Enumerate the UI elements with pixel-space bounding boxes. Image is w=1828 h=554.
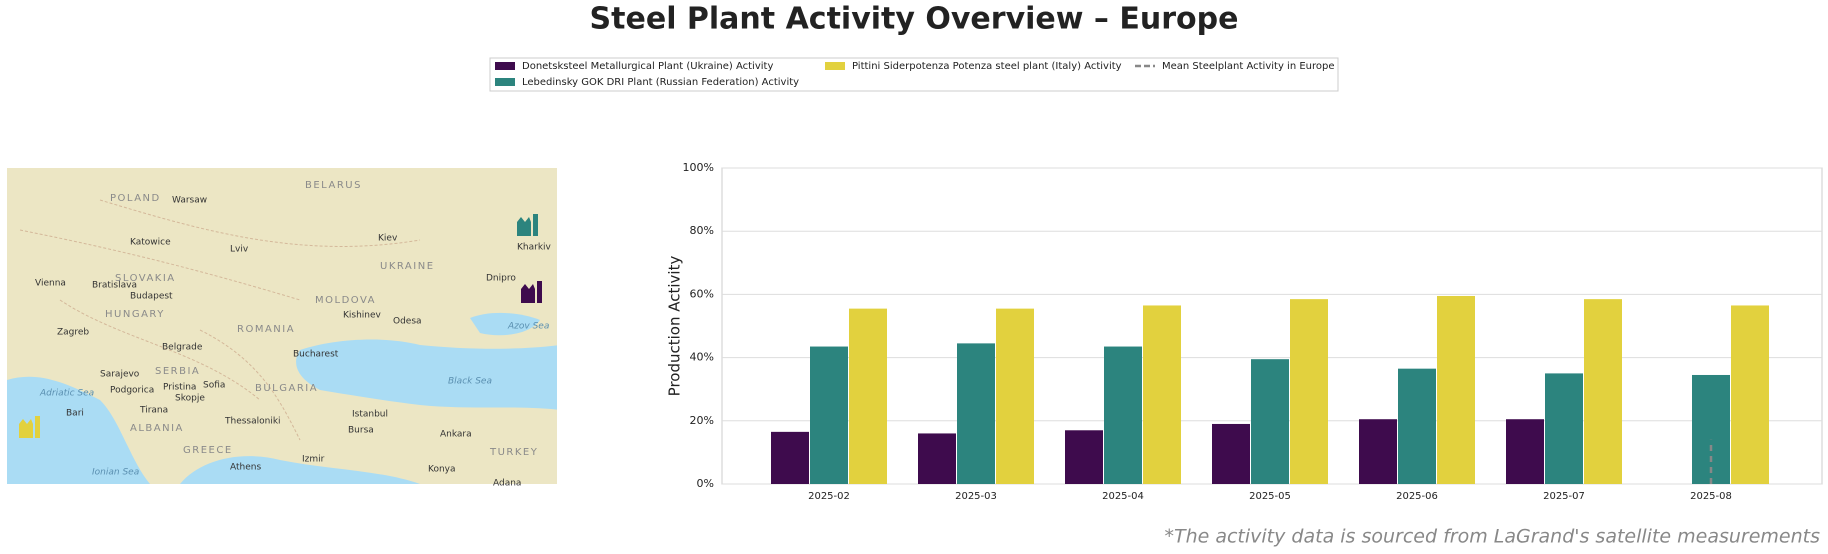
- map-label: ALBANIA: [130, 423, 184, 434]
- bar: [1398, 368, 1436, 484]
- map-label: Thessaloniki: [224, 417, 281, 427]
- bar: [1731, 305, 1769, 484]
- bar: [1545, 373, 1583, 484]
- map-label: MOLDOVA: [315, 295, 376, 306]
- map-label: UKRAINE: [380, 261, 435, 272]
- bar: [1359, 419, 1397, 484]
- legend-swatch: [495, 62, 515, 70]
- bar: [1212, 423, 1250, 484]
- legend-box: [489, 57, 1339, 92]
- map-label: Odesa: [393, 317, 422, 327]
- y-tick-label: 40%: [690, 351, 714, 364]
- map-label: Sofia: [203, 381, 225, 391]
- map-label: Dnipro: [486, 274, 516, 284]
- bar: [1437, 295, 1475, 484]
- x-tick-label: 2025-05: [1249, 491, 1291, 502]
- chart-title: Steel Plant Activity Overview – Europe: [590, 2, 1239, 37]
- map-label: HUNGARY: [105, 309, 165, 320]
- legend-label: Mean Steelplant Activity in Europe: [1162, 61, 1335, 72]
- map-label: Pristina: [163, 383, 196, 393]
- map-label: Athens: [230, 463, 261, 473]
- map-label: Katowice: [130, 238, 171, 248]
- footnote: *The activity data is sourced from LaGra…: [1164, 526, 1820, 548]
- bar: [1065, 430, 1103, 484]
- map-label: Kharkiv: [517, 243, 552, 253]
- x-tick-label: 2025-02: [808, 491, 850, 502]
- plant-icon-lebedinsky: [517, 214, 538, 236]
- x-tick-label: 2025-08: [1690, 491, 1732, 502]
- y-tick-label: 100%: [683, 161, 714, 174]
- map-label: Skopje: [175, 394, 205, 404]
- map: POLAND Warsaw BELARUS Katowice Lviv Kiev Khark…: [7, 168, 557, 489]
- legend-label: Donetsksteel Metallurgical Plant (Ukrain…: [522, 61, 773, 72]
- plant-icon-donetsk: [521, 281, 542, 303]
- map-label: POLAND: [110, 193, 161, 204]
- bar: [957, 343, 995, 484]
- map-label: Adriatic Sea: [39, 389, 94, 399]
- map-azov-sea: [470, 312, 540, 336]
- map-label: Bucharest: [293, 350, 339, 360]
- y-tick-label: 60%: [690, 287, 714, 300]
- map-label: BULGARIA: [255, 383, 318, 394]
- bar: [1584, 299, 1622, 484]
- map-borders: [19, 199, 421, 441]
- bar: [1143, 305, 1181, 484]
- map-aegean-sea: [180, 456, 420, 484]
- map-label: Vienna: [35, 279, 66, 289]
- x-tick-label: 2025-03: [955, 491, 997, 502]
- bar: [849, 308, 887, 484]
- map-label: Ankara: [440, 430, 472, 440]
- map-label: Belgrade: [162, 343, 203, 353]
- map-label: Podgorica: [110, 386, 154, 396]
- plant-icon-pittini: [19, 416, 40, 438]
- legend-label: Lebedinsky GOK DRI Plant (Russian Federa…: [522, 77, 799, 88]
- map-label: Tirana: [139, 406, 168, 416]
- map-label: Black Sea: [448, 377, 492, 387]
- legend-label: Pittini Siderpotenza Potenza steel plant…: [852, 61, 1122, 72]
- map-label: Izmir: [302, 455, 325, 465]
- map-label: Konya: [428, 465, 456, 475]
- bar: [1251, 359, 1289, 484]
- map-label: Sarajevo: [100, 370, 140, 380]
- bar: [1506, 419, 1544, 484]
- map-label: TURKEY: [489, 447, 538, 458]
- bar: [1290, 299, 1328, 484]
- bar: [810, 346, 848, 484]
- y-tick-label: 80%: [690, 224, 714, 237]
- map-label: GREECE: [183, 445, 233, 456]
- legend-swatch: [825, 62, 845, 70]
- map-label: Warsaw: [172, 196, 207, 206]
- map-adriatic-sea: [7, 376, 150, 484]
- bar: [1692, 374, 1730, 484]
- x-tick-label: 2025-07: [1543, 491, 1585, 502]
- bar: [771, 431, 809, 484]
- bar: [918, 433, 956, 484]
- y-tick-label: 0%: [697, 477, 714, 490]
- map-label: Kishinev: [343, 311, 382, 321]
- map-label: SERBIA: [155, 366, 200, 377]
- map-label: Bari: [66, 409, 84, 419]
- map-label: Istanbul: [352, 410, 388, 420]
- map-label: Ionian Sea: [92, 468, 139, 478]
- map-label: Bursa: [348, 426, 374, 436]
- map-label: Azov Sea: [507, 322, 549, 332]
- bar: [1104, 346, 1142, 484]
- map-label: Adana: [493, 479, 521, 489]
- map-label: SLOVAKIA: [115, 273, 176, 284]
- map-black-sea: [296, 339, 557, 410]
- legend-swatch: [495, 78, 515, 86]
- y-axis-label: Production Activity: [666, 256, 684, 397]
- map-label: ROMANIA: [237, 324, 295, 335]
- y-tick-label: 20%: [690, 414, 714, 427]
- map-label: Zagreb: [57, 328, 89, 338]
- map-label: BELARUS: [305, 180, 362, 191]
- map-label: Bratislava: [92, 281, 137, 291]
- x-tick-label: 2025-06: [1396, 491, 1438, 502]
- bar: [996, 308, 1034, 484]
- map-label: Lviv: [230, 245, 249, 255]
- map-label: Budapest: [130, 292, 173, 302]
- map-label: Kiev: [378, 234, 398, 244]
- x-tick-label: 2025-04: [1102, 491, 1144, 502]
